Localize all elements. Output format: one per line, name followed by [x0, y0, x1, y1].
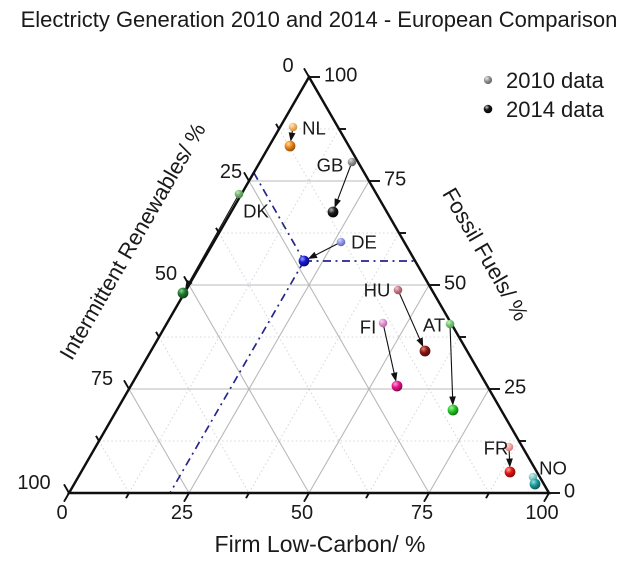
svg-text:0: 0 — [282, 55, 293, 77]
svg-text:50: 50 — [444, 273, 466, 295]
svg-text:NO: NO — [539, 458, 567, 479]
svg-text:AT: AT — [423, 315, 445, 336]
svg-text:0: 0 — [564, 481, 575, 503]
svg-text:100: 100 — [324, 65, 357, 87]
svg-text:25: 25 — [504, 377, 526, 399]
svg-text:25: 25 — [171, 502, 193, 524]
svg-text:75: 75 — [384, 169, 406, 191]
svg-text:50: 50 — [291, 502, 313, 524]
svg-text:HU: HU — [364, 280, 391, 301]
svg-text:DK: DK — [243, 201, 269, 222]
svg-text:2014 data: 2014 data — [506, 97, 605, 122]
svg-text:2010 data: 2010 data — [506, 68, 605, 93]
svg-text:NL: NL — [302, 118, 326, 139]
svg-text:75: 75 — [91, 368, 113, 390]
svg-text:50: 50 — [155, 263, 177, 285]
svg-text:FR: FR — [484, 438, 509, 459]
svg-text:100: 100 — [525, 502, 558, 524]
svg-text:Firm Low-Carbon/ %: Firm Low-Carbon/ % — [215, 531, 426, 557]
svg-text:75: 75 — [411, 502, 433, 524]
svg-text:GB: GB — [317, 155, 344, 176]
svg-text:0: 0 — [56, 502, 67, 524]
svg-text:Electricty Generation 2010 and: Electricty Generation 2010 and 2014 - Eu… — [21, 7, 618, 32]
svg-text:FI: FI — [360, 317, 376, 338]
svg-text:25: 25 — [220, 161, 242, 183]
svg-text:100: 100 — [17, 472, 50, 494]
svg-text:DE: DE — [351, 232, 377, 253]
